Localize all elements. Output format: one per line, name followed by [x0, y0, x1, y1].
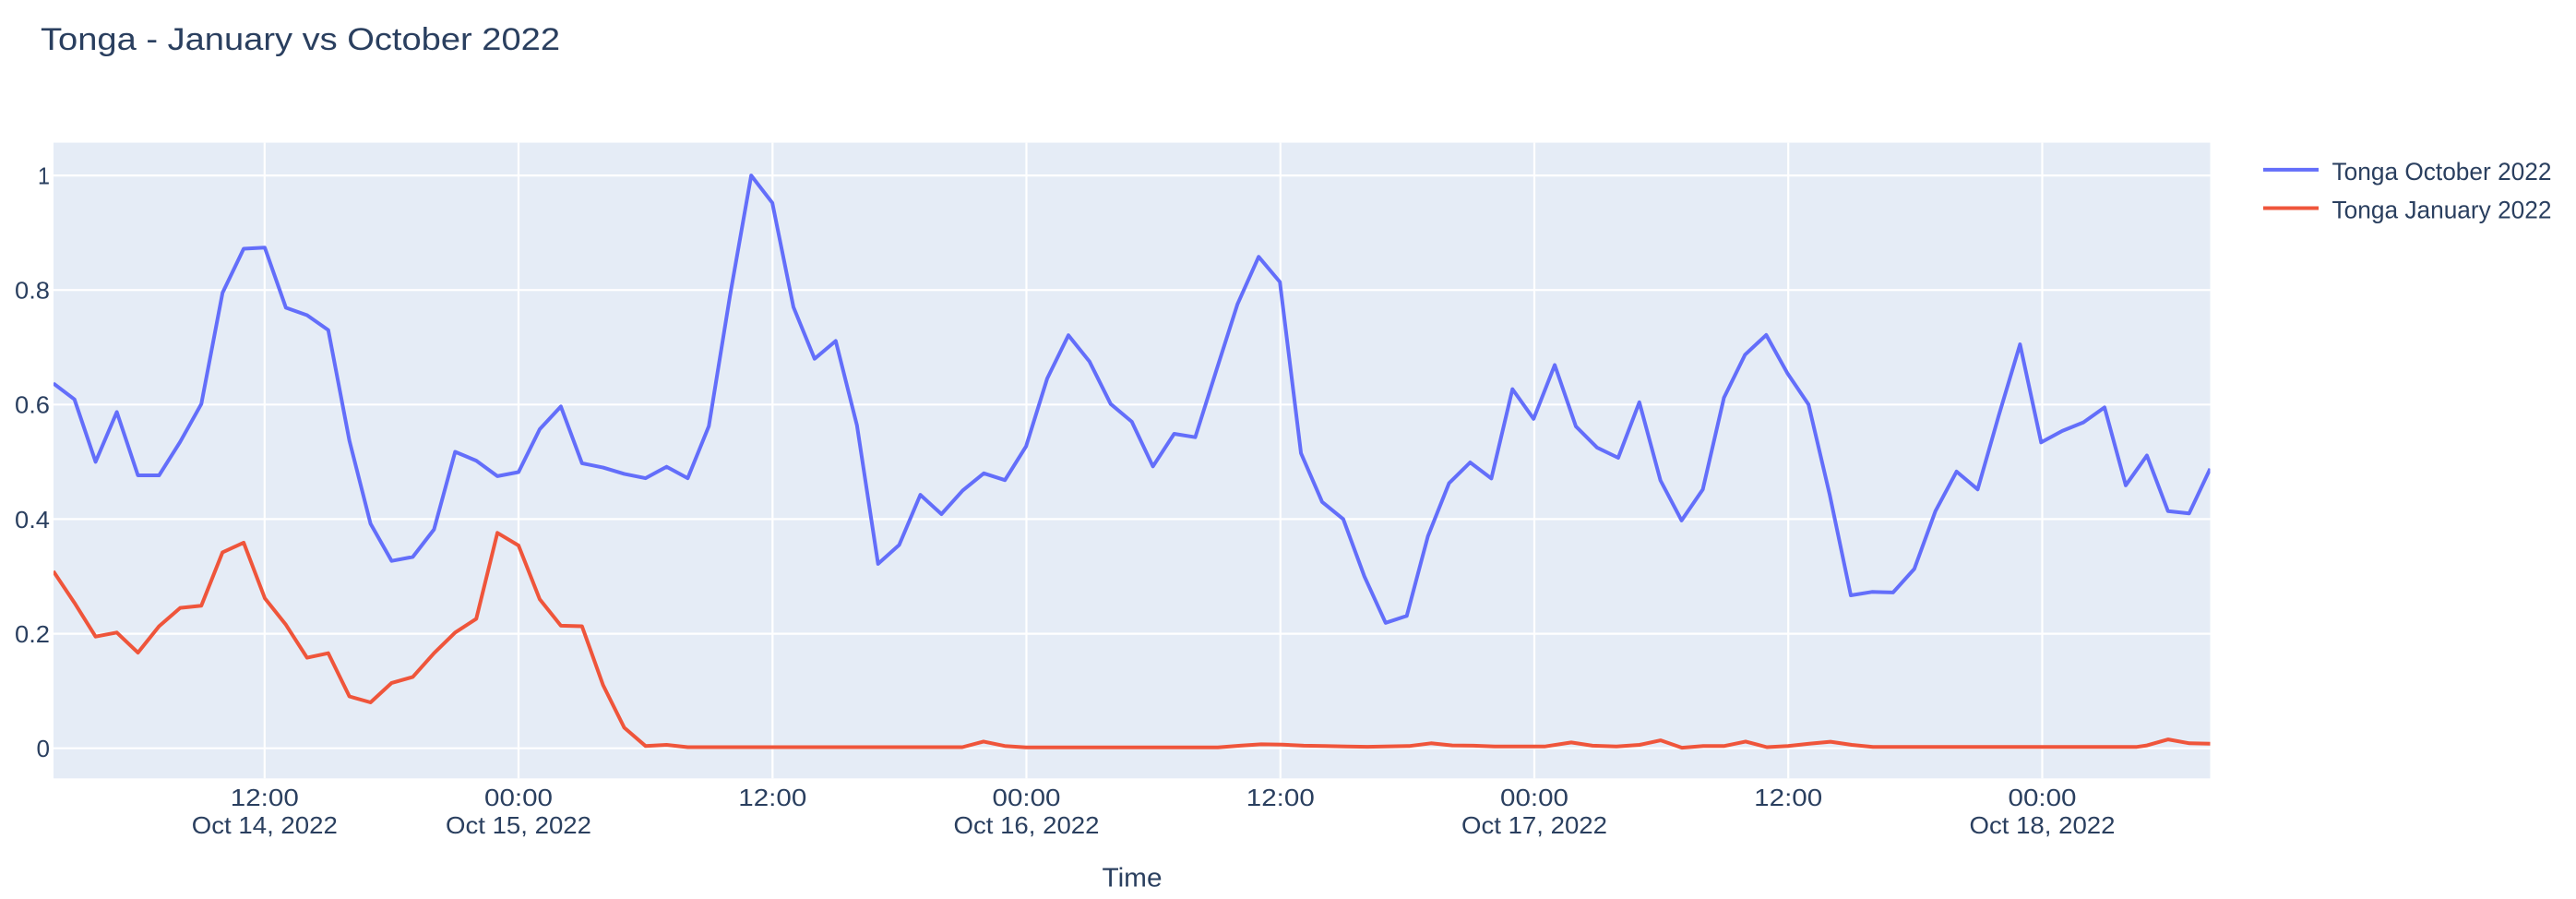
svg-text:0: 0: [37, 735, 51, 762]
svg-text:Oct 16, 2022: Oct 16, 2022: [954, 811, 1100, 839]
svg-text:Time: Time: [1103, 864, 1163, 893]
svg-text:12:00: 12:00: [231, 784, 299, 811]
svg-text:Oct 17, 2022: Oct 17, 2022: [1461, 811, 1607, 839]
svg-text:0.6: 0.6: [15, 391, 50, 419]
svg-text:1: 1: [38, 162, 50, 190]
svg-text:00:00: 00:00: [2009, 784, 2077, 811]
svg-text:0.4: 0.4: [15, 506, 50, 533]
svg-text:Tonga January 2022: Tonga January 2022: [2332, 196, 2552, 223]
svg-text:12:00: 12:00: [1246, 784, 1315, 811]
svg-text:Tonga October 2022: Tonga October 2022: [2332, 158, 2552, 186]
svg-text:00:00: 00:00: [993, 784, 1061, 811]
svg-text:00:00: 00:00: [484, 784, 553, 811]
svg-text:Tonga - January vs October 202: Tonga - January vs October 2022: [41, 22, 560, 57]
svg-text:Oct 18, 2022: Oct 18, 2022: [1970, 811, 2116, 839]
svg-text:12:00: 12:00: [738, 784, 806, 811]
svg-text:Oct 14, 2022: Oct 14, 2022: [192, 811, 338, 839]
svg-text:Oct 15, 2022: Oct 15, 2022: [446, 811, 591, 839]
svg-text:12:00: 12:00: [1754, 784, 1822, 811]
svg-text:00:00: 00:00: [1500, 784, 1568, 811]
svg-text:0.2: 0.2: [15, 620, 50, 648]
svg-text:0.8: 0.8: [15, 277, 50, 305]
